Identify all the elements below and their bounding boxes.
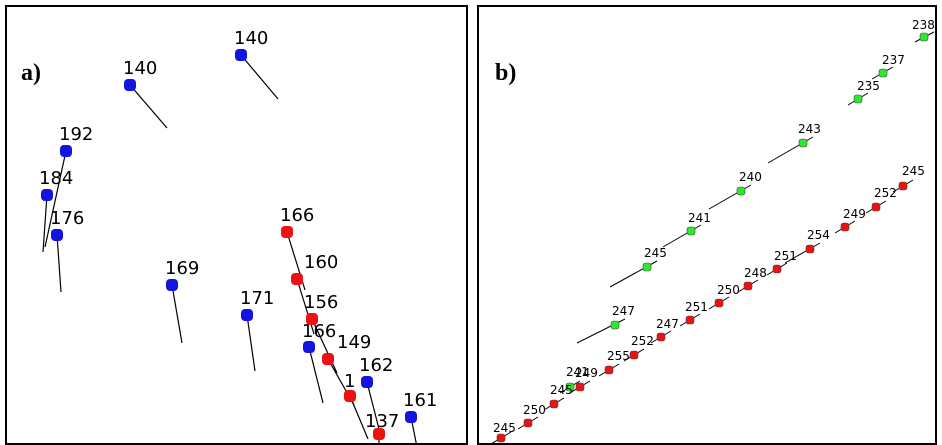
vector-line	[42, 194, 48, 253]
green-point-marker	[642, 262, 652, 272]
point-label: 241	[566, 365, 589, 379]
panel-b: b) 238 237 235 243 240 241 245 247 241 245 252 249 2…	[477, 5, 937, 445]
blue-point-marker	[303, 341, 315, 353]
point-label: 237	[882, 53, 905, 67]
point-label: 245	[550, 383, 573, 397]
red-point-marker	[281, 226, 293, 238]
point-label: 241	[688, 211, 711, 225]
point-label: 248	[744, 266, 767, 280]
green-point-marker	[565, 382, 575, 392]
point-label: 252	[874, 186, 897, 200]
point-label: 249	[575, 366, 598, 380]
blue-point-marker	[124, 79, 136, 91]
point-label: 149	[337, 332, 371, 353]
red-point-marker	[685, 315, 695, 325]
point-label: 245	[644, 246, 667, 260]
point-label: 171	[240, 288, 274, 309]
point-label: 247	[656, 317, 679, 331]
red-point-marker	[322, 353, 334, 365]
green-point-marker	[798, 138, 808, 148]
vector-line	[246, 314, 256, 372]
vector-line	[308, 346, 324, 404]
vector-line	[784, 242, 821, 264]
point-label: 156	[304, 292, 338, 313]
point-label: 137	[365, 411, 399, 432]
panel-a-letter: a)	[21, 60, 41, 86]
red-point-marker	[898, 181, 908, 191]
red-point-marker	[523, 418, 533, 428]
red-point-marker	[871, 202, 881, 212]
green-point-marker	[853, 94, 863, 104]
blue-point-marker	[41, 189, 53, 201]
point-label: 238	[912, 18, 935, 32]
blue-point-marker	[405, 411, 417, 423]
green-point-marker	[919, 32, 929, 42]
red-point-marker	[604, 365, 614, 375]
blue-point-marker	[241, 309, 253, 321]
vector-line	[56, 234, 62, 293]
point-label: 250	[523, 403, 546, 417]
point-label: 251	[774, 249, 797, 263]
point-label: 245	[493, 421, 516, 435]
point-label: 162	[359, 355, 393, 376]
vector-line	[662, 224, 702, 248]
vector-line	[240, 54, 279, 100]
point-label: 176	[50, 208, 84, 229]
red-point-marker	[714, 298, 724, 308]
point-label: 166	[280, 205, 314, 226]
green-point-marker	[610, 320, 620, 330]
point-label: 192	[59, 124, 93, 145]
red-point-marker	[496, 433, 506, 443]
point-label: 254	[807, 228, 830, 242]
point-label: 1	[344, 371, 355, 392]
vector-line	[44, 150, 67, 248]
point-label: 251	[685, 300, 708, 314]
point-label: 255	[607, 349, 630, 363]
vector-line	[129, 84, 168, 129]
red-point-marker	[840, 222, 850, 232]
point-label: 235	[857, 79, 880, 93]
blue-point-marker	[235, 49, 247, 61]
red-point-marker	[772, 264, 782, 274]
point-label: 240	[739, 170, 762, 184]
red-point-marker	[805, 244, 815, 254]
red-point-marker	[291, 273, 303, 285]
blue-point-marker	[166, 279, 178, 291]
green-point-marker	[736, 186, 746, 196]
point-label: 249	[843, 207, 866, 221]
point-label: 252	[631, 334, 654, 348]
point-label: 250	[717, 283, 740, 297]
point-label: 169	[165, 258, 199, 279]
point-label: 184	[39, 168, 73, 189]
green-point-marker	[878, 68, 888, 78]
blue-point-marker	[361, 376, 373, 388]
blue-point-marker	[51, 229, 63, 241]
vector-line	[311, 318, 338, 374]
point-label: 140	[123, 58, 157, 79]
point-label: 166	[302, 321, 336, 342]
point-label: 161	[403, 390, 437, 411]
point-label: 247	[612, 304, 635, 318]
point-label: 160	[304, 252, 338, 273]
point-label: 140	[234, 28, 268, 49]
panel-a-vector-plot: 140 140 192 184 176 169 171 166 162 161 166 160 156 1…	[39, 28, 437, 443]
red-point-marker	[629, 350, 639, 360]
point-label: 245	[902, 164, 925, 178]
red-point-marker	[575, 382, 585, 392]
red-point-marker	[306, 313, 318, 325]
red-point-marker	[743, 281, 753, 291]
red-point-marker	[344, 390, 356, 402]
green-point-marker	[686, 226, 696, 236]
point-label: 243	[798, 122, 821, 136]
red-point-marker	[549, 399, 559, 409]
blue-point-marker	[60, 145, 72, 157]
red-point-marker	[656, 332, 666, 342]
panel-a: a) 140 140 192 184 176 169 171 166 162 161 166 160 1…	[5, 5, 468, 445]
panel-b-letter: b)	[495, 60, 517, 86]
vector-line	[171, 284, 183, 344]
